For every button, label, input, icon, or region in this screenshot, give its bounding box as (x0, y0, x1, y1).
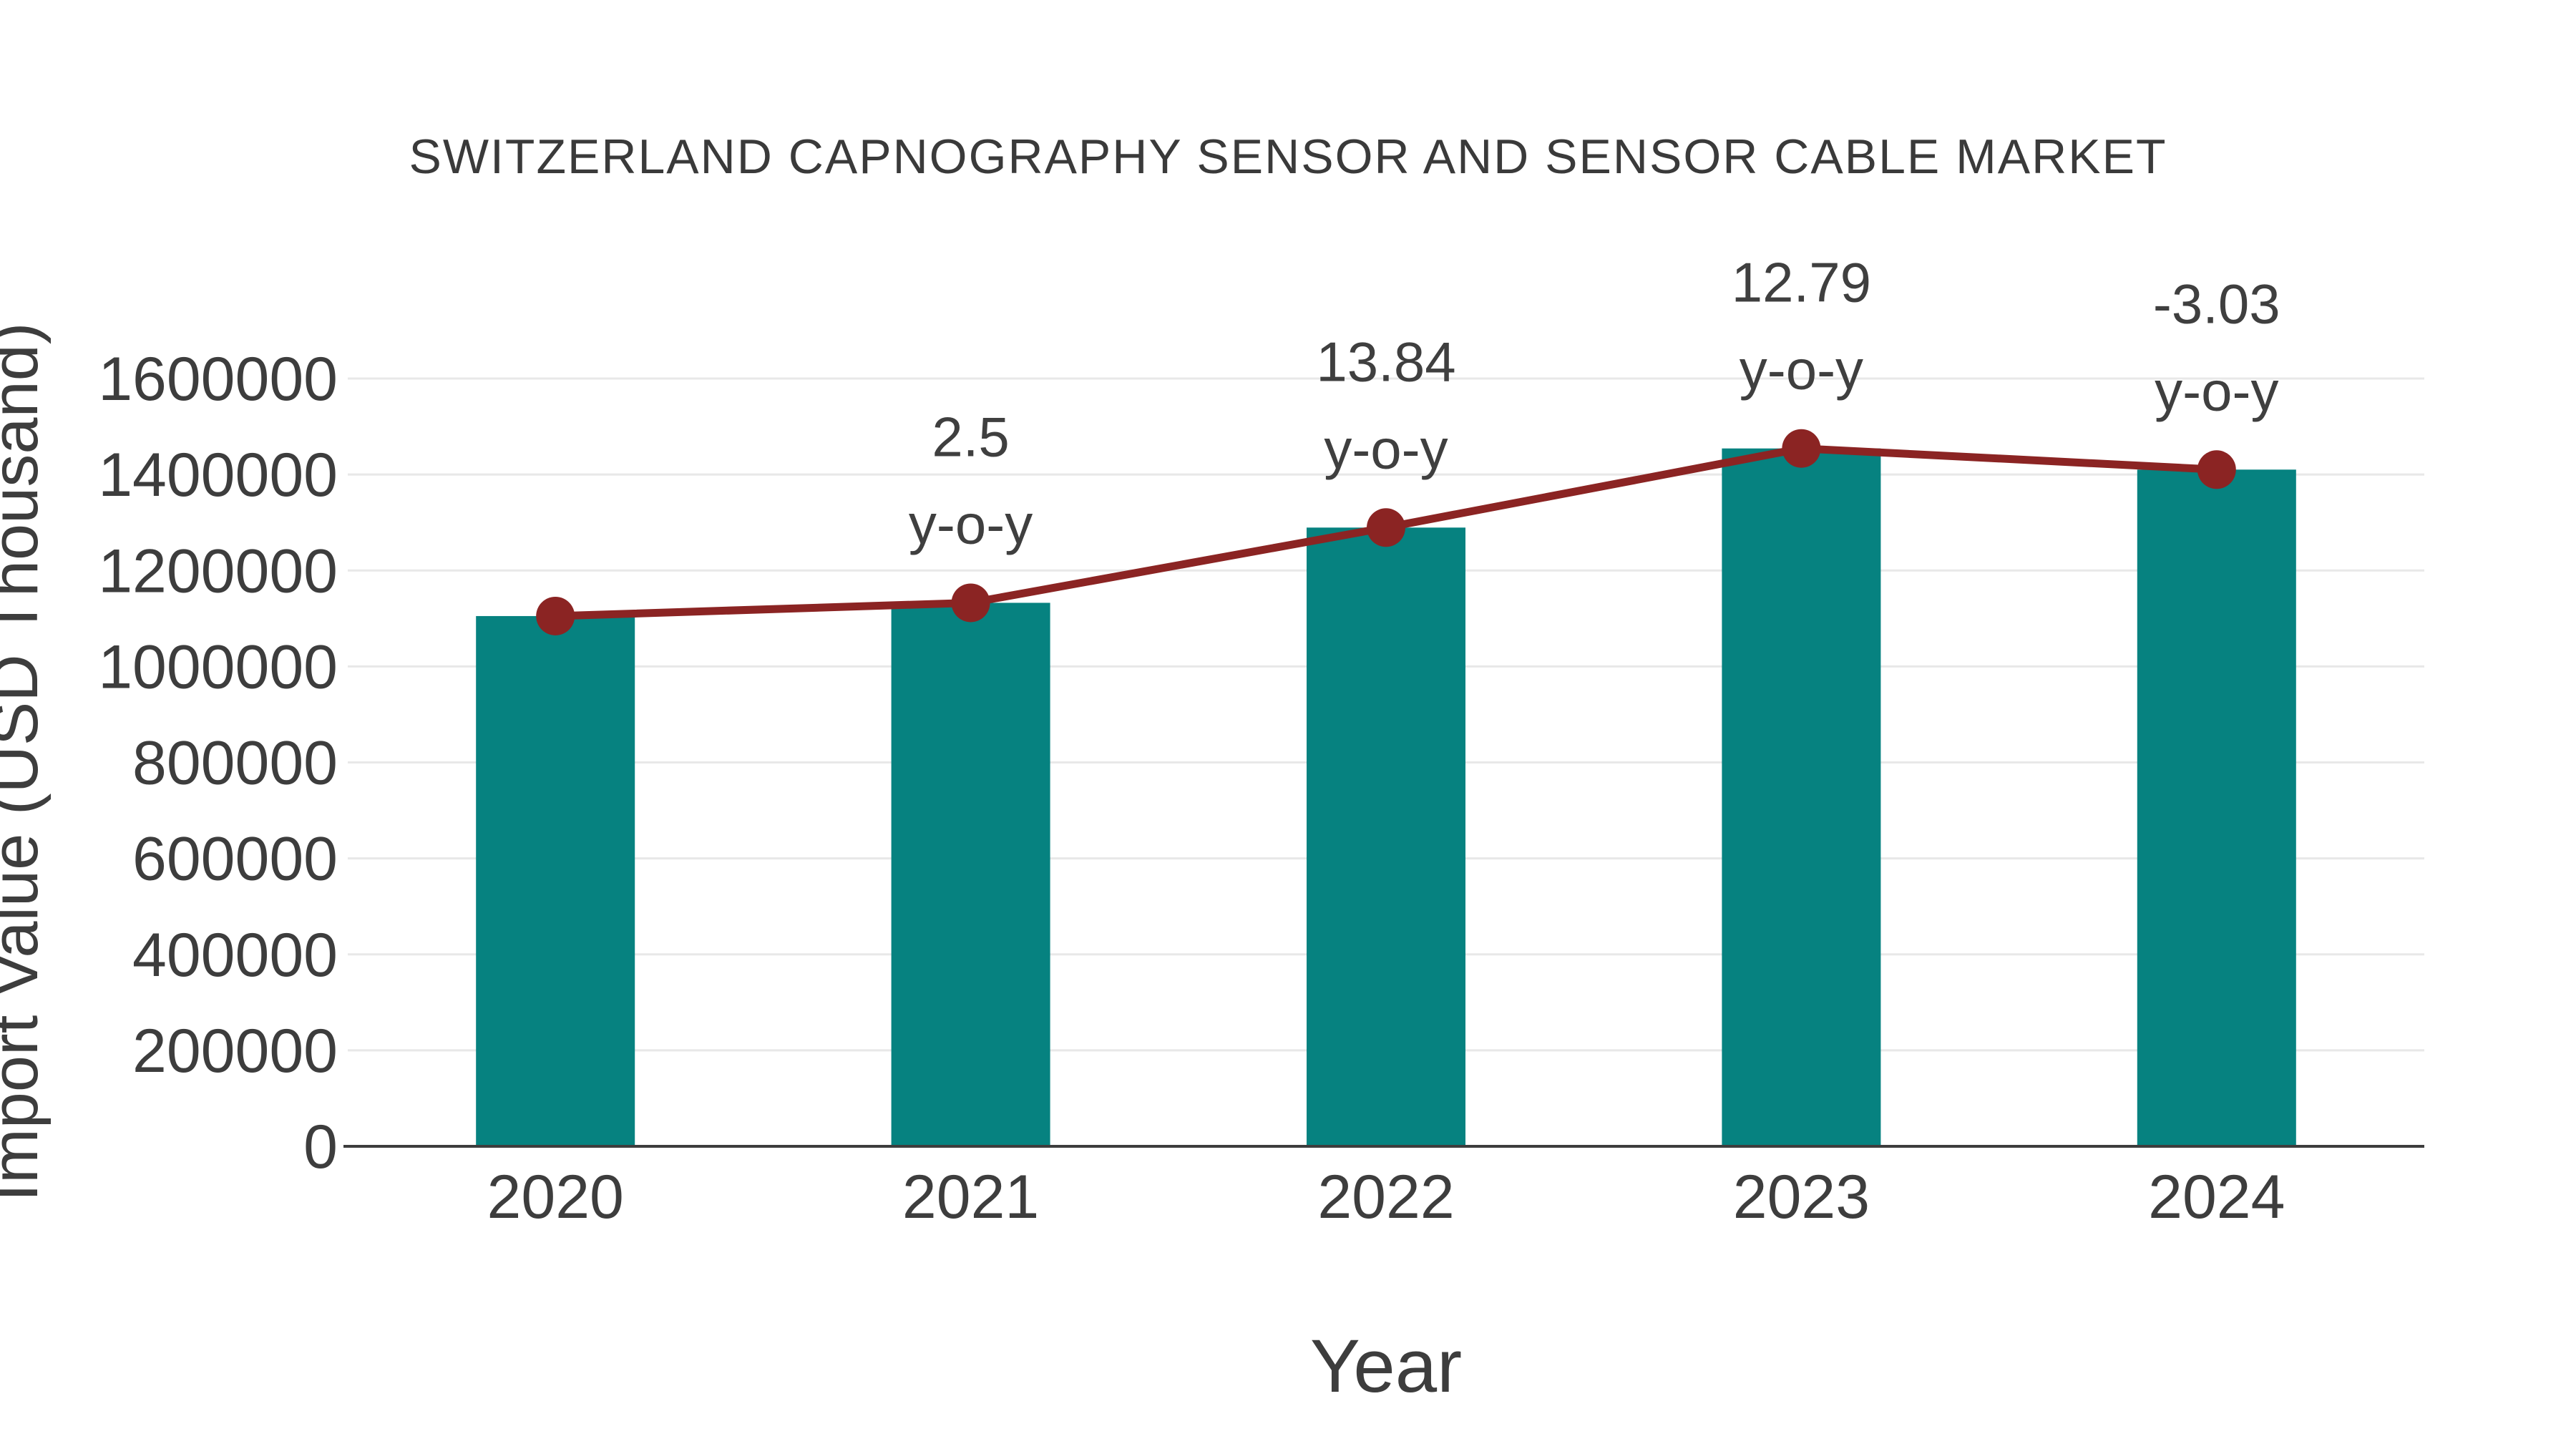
y-axis-title: Import Value (USD Thousand) (0, 323, 52, 1202)
y-tick-label-400000: 400000 (132, 921, 338, 990)
x-tick-labels-group: 2020 2021 2022 2023 2024 (487, 1163, 2285, 1231)
bar-2020 (476, 615, 635, 1146)
chart-title: SWITZERLAND CAPNOGRAPHY SENSOR AND SENSO… (409, 130, 2167, 184)
trend-line-group (536, 429, 2236, 635)
x-axis-title: Year (1310, 1324, 1462, 1408)
yoy-suffix-label-2022: y-o-y (1324, 417, 1448, 480)
yoy-value-label-2022: 13.84 (1316, 330, 1455, 393)
y-tick-labels-group: 0 200000 400000 600000 800000 1000000 1200000 1… (98, 345, 338, 1181)
bar-2024 (2137, 469, 2296, 1146)
bar-2021 (891, 602, 1050, 1146)
y-tick-label-0: 0 (303, 1113, 338, 1181)
annotations-group: 2.5 y-o-y 13.84 y-o-y 12.79 y-o-y -3.03 y-o-y (909, 251, 2280, 556)
y-tick-label-1200000: 1200000 (98, 537, 338, 605)
yoy-suffix-label-2024: y-o-y (2155, 359, 2278, 422)
y-tick-label-1000000: 1000000 (98, 633, 338, 701)
data-point-marker-2023 (1782, 429, 1821, 468)
y-tick-label-200000: 200000 (132, 1017, 338, 1085)
y-tick-label-600000: 600000 (132, 825, 338, 894)
bar-2023 (1722, 448, 1881, 1146)
data-point-marker-2021 (951, 583, 990, 623)
yoy-suffix-label-2023: y-o-y (1740, 338, 1863, 401)
x-tick-label-2021: 2021 (902, 1163, 1039, 1231)
y-tick-label-1600000: 1600000 (98, 345, 338, 414)
yoy-value-label-2021: 2.5 (932, 405, 1009, 468)
yoy-value-label-2023: 12.79 (1732, 251, 1871, 314)
data-point-marker-2024 (2197, 450, 2236, 489)
bars-group (476, 448, 2296, 1146)
bar-2022 (1307, 527, 1465, 1146)
x-tick-label-2022: 2022 (1317, 1163, 1454, 1231)
yoy-suffix-label-2021: y-o-y (909, 492, 1033, 555)
y-tick-label-1400000: 1400000 (98, 441, 338, 509)
data-point-marker-2020 (536, 596, 575, 635)
yoy-value-label-2024: -3.03 (2153, 272, 2280, 335)
x-tick-label-2023: 2023 (1733, 1163, 1870, 1231)
data-point-marker-2022 (1367, 508, 1405, 547)
x-tick-label-2020: 2020 (487, 1163, 624, 1231)
y-tick-label-800000: 800000 (132, 729, 338, 798)
x-tick-label-2024: 2024 (2148, 1163, 2285, 1231)
